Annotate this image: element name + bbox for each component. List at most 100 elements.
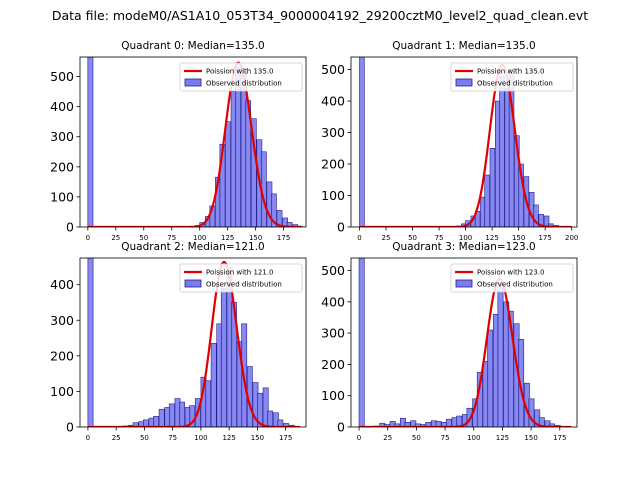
quadrant-2-x-tick-label: 175 xyxy=(279,434,292,442)
quadrant-3-legend-line-label: Poission with 123.0 xyxy=(477,269,545,277)
figure-suptitle: Data file: modeM0/AS1A10_053T34_90000041… xyxy=(52,8,588,23)
quadrant-2-legend: Poission with 121.0 Observed distribution xyxy=(179,263,303,293)
quadrant-3-legend-bar-label: Observed distribution xyxy=(477,281,553,289)
quadrant-0-legend-box xyxy=(179,62,303,92)
quadrant-2-legend-line-label: Poission with 121.0 xyxy=(206,269,274,277)
quadrant-1-y-tick-label: 300 xyxy=(321,125,345,140)
quadrant-2-histogram-bar xyxy=(168,403,175,427)
quadrant-3-legend-box xyxy=(450,263,574,293)
quadrant-0-x-tick-label: 100 xyxy=(193,234,206,242)
quadrant-0-y-tick-label: 400 xyxy=(50,99,74,114)
quadrant-0-legend-bar-label: Observed distribution xyxy=(206,80,282,88)
quadrant-1-histogram-bar xyxy=(484,174,490,227)
quadrant-2-chart: 0 25 50 75 100 125 150 175 0 100 200 300 400 Quadrant… xyxy=(50,241,307,442)
quadrant-0-axes-frame xyxy=(79,56,307,228)
quadrant-2-y-tick-label: 0 xyxy=(66,420,74,435)
quadrant-3-histogram-bar xyxy=(445,418,452,427)
quadrant-3-x-tick-label: 150 xyxy=(524,434,537,442)
quadrant-0-x-tick-label: 75 xyxy=(167,234,176,242)
quadrant-2-x-tick-label: 50 xyxy=(140,434,149,442)
quadrant-0-title: Quadrant 0: Median=135.0 xyxy=(121,40,264,52)
quadrant-1-histogram-bar xyxy=(499,75,505,227)
quadrant-1-title: Quadrant 1: Median=135.0 xyxy=(392,40,535,52)
quadrant-2-plot-area xyxy=(87,258,301,427)
quadrant-2-x-tick-label: 25 xyxy=(112,434,121,442)
quadrant-3-histogram-bar xyxy=(358,258,365,427)
quadrant-0-histogram-bar xyxy=(87,57,94,227)
quadrant-1-chart: 0 25 50 75 100 125 150 175 200 0 100 200 300 400 500 Qu… xyxy=(321,40,578,242)
quadrant-3-title: Quadrant 3: Median=123.0 xyxy=(392,241,535,253)
quadrant-2-legend-box xyxy=(179,263,303,293)
quadrant-2-poisson-line xyxy=(87,260,301,427)
quadrant-0-histogram-bar xyxy=(286,222,293,227)
quadrant-3-histogram-bar xyxy=(497,282,504,427)
quadrant-1-histogram-bar xyxy=(489,148,496,227)
quadrant-2-histogram-bar xyxy=(158,408,165,427)
quadrant-2-histogram-bar xyxy=(205,380,211,427)
quadrant-1-x-tick-label: 150 xyxy=(512,234,525,242)
quadrant-1-legend-bar-swatch xyxy=(455,78,473,87)
quadrant-2-x-tick-label: 0 xyxy=(86,434,90,442)
quadrant-0-y-tick-label: 100 xyxy=(50,189,74,204)
quadrant-1-legend: Poission with 135.0 Observed distribution xyxy=(450,62,574,92)
quadrant-3-y-tick-label: 200 xyxy=(321,357,345,372)
quadrant-1-histogram-bar xyxy=(359,57,365,227)
quadrant-0-histogram-bar xyxy=(235,67,241,227)
quadrant-0-plot-area xyxy=(87,57,303,227)
quadrant-0-chart: 0 25 50 75 100 125 150 175 0 100 200 300 400 500 Quadr… xyxy=(50,40,307,242)
quadrant-1-x-tick-label: 125 xyxy=(485,234,498,242)
quadrant-1-x-tick-label: 175 xyxy=(538,234,551,242)
quadrant-2-x-tick-label: 100 xyxy=(194,434,207,442)
quadrant-3-histogram-bar xyxy=(487,329,494,427)
quadrant-2-histogram-bar xyxy=(257,392,263,427)
quadrant-3-x-tick-label: 25 xyxy=(383,434,392,442)
quadrant-0-y-tick-label: 300 xyxy=(50,129,74,144)
quadrant-3-y-tick-label: 300 xyxy=(321,326,345,341)
quadrant-2-histogram-bar xyxy=(153,416,159,427)
quadrant-0-x-tick-label: 150 xyxy=(249,234,262,242)
quadrant-1-legend-box xyxy=(450,62,574,92)
quadrant-1-y-tick-label: 200 xyxy=(321,157,345,172)
quadrant-0-x-tick-label: 175 xyxy=(277,234,290,242)
quadrant-2-x-tick-label: 150 xyxy=(251,434,264,442)
quadrant-2-legend-bar-swatch xyxy=(184,279,202,288)
quadrant-2-y-tick-label: 300 xyxy=(50,313,74,328)
quadrant-0-histogram-bar xyxy=(225,121,231,227)
quadrant-0-y-tick-label: 0 xyxy=(66,220,74,235)
quadrant-3-legend-bar-swatch xyxy=(455,279,473,288)
quadrant-2-histogram-bar xyxy=(277,419,284,427)
quadrant-1-y-tick-label: 400 xyxy=(321,94,345,109)
quadrant-2-histogram-bar xyxy=(179,401,185,427)
quadrant-3-x-tick-label: 100 xyxy=(467,434,480,442)
quadrant-1-histogram-bar xyxy=(548,223,554,227)
quadrant-3-x-tick-label: 50 xyxy=(412,434,421,442)
quadrant-2-histogram-bar xyxy=(132,422,139,427)
quadrant-1-plot-area xyxy=(359,57,572,227)
quadrant-2-y-tick-label: 200 xyxy=(50,348,74,363)
quadrant-0-x-tick-label: 0 xyxy=(86,234,90,242)
quadrant-3-x-tick-label: 75 xyxy=(441,434,450,442)
quadrant-2-histogram-bar xyxy=(210,343,217,427)
quadrant-1-y-tick-label: 0 xyxy=(337,220,345,235)
quadrant-1-x-tick-label: 25 xyxy=(382,234,391,242)
quadrant-3-axes-frame xyxy=(350,257,578,428)
quadrant-3-y-tick-label: 500 xyxy=(321,263,345,278)
quadrant-2-histogram-bar xyxy=(142,419,149,427)
quadrant-1-poisson-line xyxy=(359,63,572,227)
quadrant-0-x-tick-label: 125 xyxy=(221,234,234,242)
quadrant-2-x-tick-label: 75 xyxy=(168,434,177,442)
quadrant-0-legend: Poission with 135.0 Observed distribution xyxy=(179,62,303,92)
quadrant-1-axes-frame xyxy=(350,56,578,228)
quadrant-2-y-tick-label: 100 xyxy=(50,384,74,399)
quadrant-1-legend-line-label: Poission with 135.0 xyxy=(477,68,545,76)
quadrant-0-histogram-bar xyxy=(250,118,257,227)
quadrant-2-axes-frame xyxy=(79,257,307,428)
quadrant-2-histogram-bar xyxy=(283,423,289,427)
quadrant-1-x-tick-label: 0 xyxy=(357,234,361,242)
quadrant-0-y-tick-label: 200 xyxy=(50,159,74,174)
quadrant-0-legend-line-label: Poission with 135.0 xyxy=(206,68,274,76)
quadrant-1-x-tick-label: 50 xyxy=(408,234,417,242)
quadrant-0-x-tick-label: 50 xyxy=(139,234,148,242)
quadrant-0-y-tick-label: 500 xyxy=(50,69,74,84)
quadrant-1-y-tick-label: 100 xyxy=(321,188,345,203)
